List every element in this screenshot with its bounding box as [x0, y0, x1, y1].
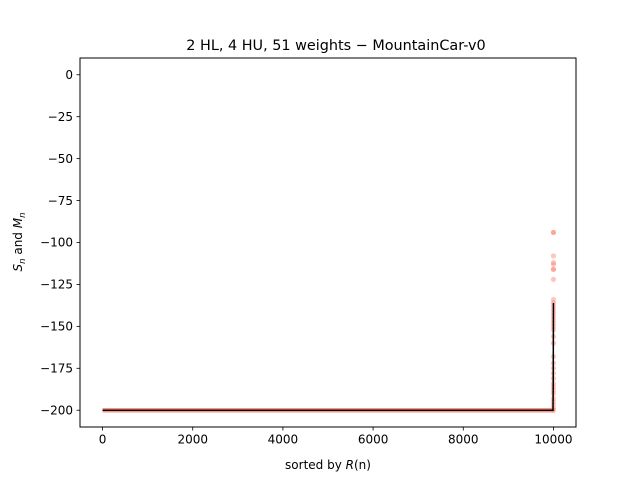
y-tick-label: −150: [40, 320, 73, 334]
chart-title: 2 HL, 4 HU, 51 weights − MountainCar-v0: [186, 38, 485, 54]
x-axis-label-prefix: sorted by: [285, 458, 346, 472]
y-axis-label-m-sub: n: [18, 213, 28, 218]
scatter-point: [550, 229, 557, 236]
y-tick-label: −125: [40, 278, 73, 292]
scatter-point: [550, 261, 557, 267]
scatter-point: [550, 260, 557, 266]
axes-frame: [79, 57, 577, 428]
y-axis-label-m: M: [11, 217, 25, 228]
y-tick-label: −75: [48, 194, 73, 208]
y-tick-label: −50: [48, 152, 73, 166]
scatter-point: [550, 266, 557, 272]
x-axis: 0 2000 4000 6000 8000 10000: [99, 427, 573, 447]
y-tick-label: −200: [40, 403, 73, 417]
scatter-point: [550, 276, 557, 282]
y-axis-label-s-sub: n: [18, 258, 28, 263]
x-tick-label: 6000: [358, 433, 389, 447]
y-axis-label-mid: and: [11, 228, 25, 258]
x-axis-label: sorted by R(n): [285, 458, 371, 472]
plot-area: [102, 229, 557, 413]
y-tick-label: −175: [40, 361, 73, 375]
mean-line: [102, 302, 555, 411]
x-tick-label: 10000: [534, 433, 572, 447]
y-tick-label: −25: [48, 110, 73, 124]
x-tick-label: 0: [99, 433, 107, 447]
y-axis-label: Sn and Mn: [11, 213, 28, 272]
y-tick-label: 0: [65, 68, 73, 82]
scatter-point: [550, 229, 557, 236]
x-axis-label-var: R: [346, 458, 354, 472]
scatter-point: [550, 266, 557, 272]
y-axis-label-s: S: [11, 263, 25, 271]
x-tick-label: 4000: [268, 433, 299, 447]
y-axis: 0 −25 −50 −75 −100 −125 −150 −175 −200: [40, 68, 80, 417]
x-tick-label: 2000: [177, 433, 208, 447]
scatter-point: [550, 296, 557, 303]
y-tick-label: −100: [40, 236, 73, 250]
x-axis-label-suffix: (n): [354, 458, 371, 472]
scatter-point: [550, 253, 557, 259]
x-tick-label: 8000: [448, 433, 479, 447]
